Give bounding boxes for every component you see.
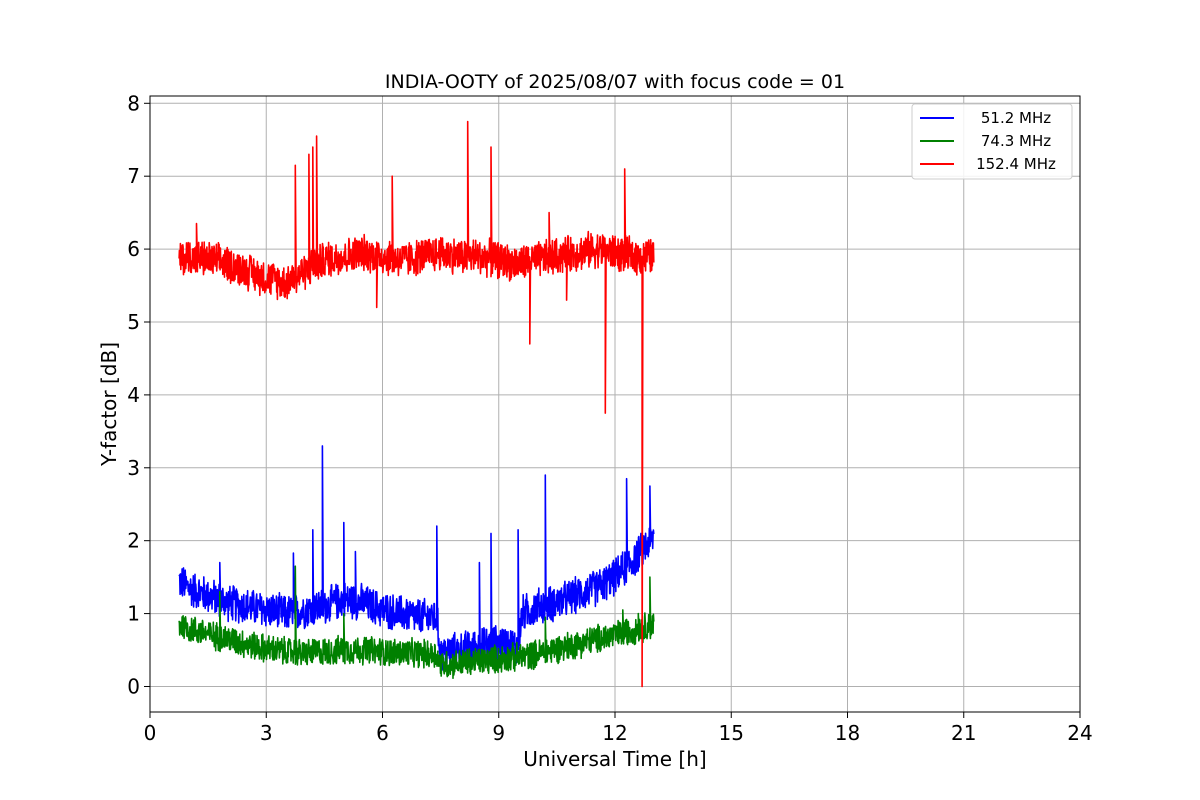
y-tick-label: 8: [127, 91, 140, 115]
legend: 51.2 MHz 74.3 MHz 152.4 MHz: [911, 103, 1073, 180]
x-axis-label: Universal Time [h]: [523, 747, 706, 771]
y-tick-label: 5: [127, 310, 140, 334]
chart-title: INDIA-OOTY of 2025/08/07 with focus code…: [385, 71, 845, 93]
y-tick-label: 6: [127, 237, 140, 261]
legend-entry: 74.3 MHz: [981, 132, 1051, 150]
series-line: [178, 565, 655, 679]
series-line: [178, 120, 655, 688]
x-tick-label: 0: [144, 721, 157, 745]
legend-box: [911, 103, 1073, 180]
series-layer: [178, 120, 655, 688]
y-tick-label: 7: [127, 164, 140, 188]
y-tick-label: 2: [127, 529, 140, 553]
x-tick-label: 3: [260, 721, 273, 745]
x-tick-label: 21: [951, 721, 976, 745]
x-tick-label: 15: [719, 721, 744, 745]
x-tick-label: 24: [1067, 721, 1092, 745]
y-axis: 0 1 2 3 4 5 6 7 8: [127, 91, 150, 698]
y-tick-label: 1: [127, 602, 140, 626]
x-axis: 0 3 6 9 12 15 18 21 24: [144, 712, 1093, 745]
x-tick-label: 6: [376, 721, 389, 745]
x-tick-label: 12: [602, 721, 627, 745]
series-line: [178, 445, 655, 671]
legend-entry: 152.4 MHz: [976, 155, 1056, 173]
y-tick-label: 3: [127, 456, 140, 480]
y-tick-label: 0: [127, 674, 140, 698]
x-tick-label: 18: [835, 721, 860, 745]
legend-entry: 51.2 MHz: [981, 109, 1051, 127]
y-axis-label: Y-factor [dB]: [97, 342, 121, 467]
y-tick-label: 4: [127, 383, 140, 407]
x-tick-label: 9: [492, 721, 505, 745]
